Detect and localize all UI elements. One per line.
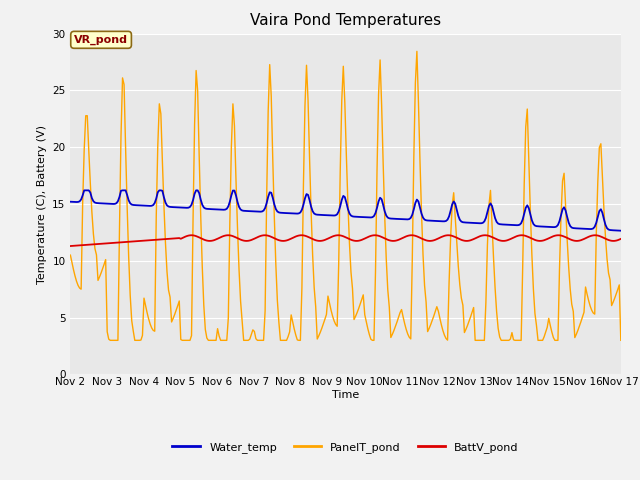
X-axis label: Time: Time bbox=[332, 390, 359, 400]
Legend: Water_temp, PanelT_pond, BattV_pond: Water_temp, PanelT_pond, BattV_pond bbox=[168, 438, 523, 458]
Y-axis label: Temperature (C), Battery (V): Temperature (C), Battery (V) bbox=[36, 124, 47, 284]
Title: Vaira Pond Temperatures: Vaira Pond Temperatures bbox=[250, 13, 441, 28]
Text: VR_pond: VR_pond bbox=[74, 35, 128, 45]
